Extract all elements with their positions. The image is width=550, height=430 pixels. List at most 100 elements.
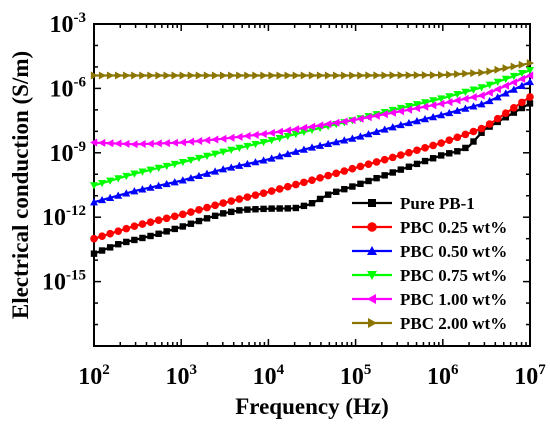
data-point (502, 114, 509, 121)
data-point (421, 102, 429, 111)
data-point (146, 183, 155, 191)
data-point (114, 139, 122, 148)
data-point (138, 140, 146, 149)
data-point (106, 139, 114, 148)
data-point (170, 138, 178, 147)
data-point (421, 144, 429, 152)
data-point (308, 176, 316, 184)
data-point (179, 71, 187, 80)
data-point (283, 149, 292, 158)
data-point (462, 144, 469, 152)
data-point (138, 168, 147, 176)
data-point (365, 177, 372, 185)
series-5 (90, 71, 534, 149)
data-point (275, 185, 284, 193)
data-point (243, 159, 252, 168)
data-point (228, 208, 235, 216)
data-point (291, 130, 300, 139)
data-point (397, 166, 405, 173)
data-point (389, 169, 396, 176)
data-point (380, 155, 389, 164)
data-point (90, 250, 98, 257)
data-point (195, 206, 203, 214)
data-point (146, 166, 155, 174)
data-point (437, 95, 446, 103)
data-point (324, 171, 332, 180)
data-point (526, 59, 534, 68)
legend-item: Pure PB-1 (352, 194, 475, 213)
data-point (381, 172, 388, 179)
data-point (268, 71, 276, 80)
data-point (236, 207, 243, 214)
data-point (236, 71, 244, 80)
data-point (389, 71, 397, 80)
data-point (211, 201, 219, 210)
data-point (357, 71, 365, 80)
data-point (154, 181, 163, 189)
data-point (171, 71, 179, 80)
data-point (195, 217, 203, 225)
data-point (147, 71, 155, 80)
data-point (300, 202, 308, 210)
data-point (485, 120, 494, 128)
data-point (259, 129, 267, 138)
data-point (139, 71, 147, 80)
data-point (494, 65, 502, 74)
data-point (130, 170, 139, 178)
data-point (235, 195, 244, 203)
y-axis-title: Electrical conduction (S/m) (8, 51, 33, 319)
data-point (437, 152, 445, 159)
data-point (186, 174, 195, 182)
x-axis-title: Frequency (Hz) (235, 394, 389, 419)
legend-item: PBC 0.50 wt% (352, 242, 507, 261)
data-point (283, 182, 292, 191)
data-point (243, 131, 251, 140)
data-point (243, 193, 252, 201)
data-point (186, 156, 195, 165)
data-point (227, 146, 236, 154)
data-point (284, 71, 292, 80)
data-point (186, 137, 195, 146)
data-point (115, 71, 123, 80)
data-point (211, 212, 219, 220)
data-point (106, 193, 115, 201)
data-point (316, 195, 324, 203)
data-point (203, 215, 211, 222)
data-point (276, 71, 284, 80)
data-point (429, 113, 438, 121)
data-point (405, 71, 413, 80)
data-point (526, 93, 534, 101)
data-point (453, 106, 462, 114)
data-point (114, 175, 123, 183)
data-point (380, 125, 389, 133)
legend-marker (367, 222, 377, 232)
data-point (130, 187, 139, 195)
data-point (477, 124, 486, 133)
data-point (98, 138, 106, 147)
data-point (332, 169, 341, 178)
data-point (178, 158, 187, 167)
data-point (146, 139, 154, 148)
data-point (412, 104, 421, 113)
data-point (162, 214, 171, 223)
data-point (187, 220, 195, 227)
legend-label: PBC 0.75 wt% (400, 266, 507, 285)
data-point (454, 70, 462, 79)
data-point (405, 163, 413, 170)
data-point (486, 67, 494, 76)
data-point (324, 191, 332, 198)
data-point (502, 64, 510, 73)
data-point (292, 204, 300, 212)
data-point (493, 85, 501, 94)
y-tick-label: 10-3 (50, 10, 87, 38)
data-point (138, 185, 147, 193)
x-tick-label: 107 (514, 362, 546, 390)
data-point (170, 212, 179, 221)
data-point (251, 191, 260, 199)
data-point (501, 89, 510, 97)
data-point (123, 71, 131, 80)
data-point (388, 153, 397, 162)
x-tick-label: 102 (78, 362, 110, 390)
data-point (211, 167, 220, 175)
